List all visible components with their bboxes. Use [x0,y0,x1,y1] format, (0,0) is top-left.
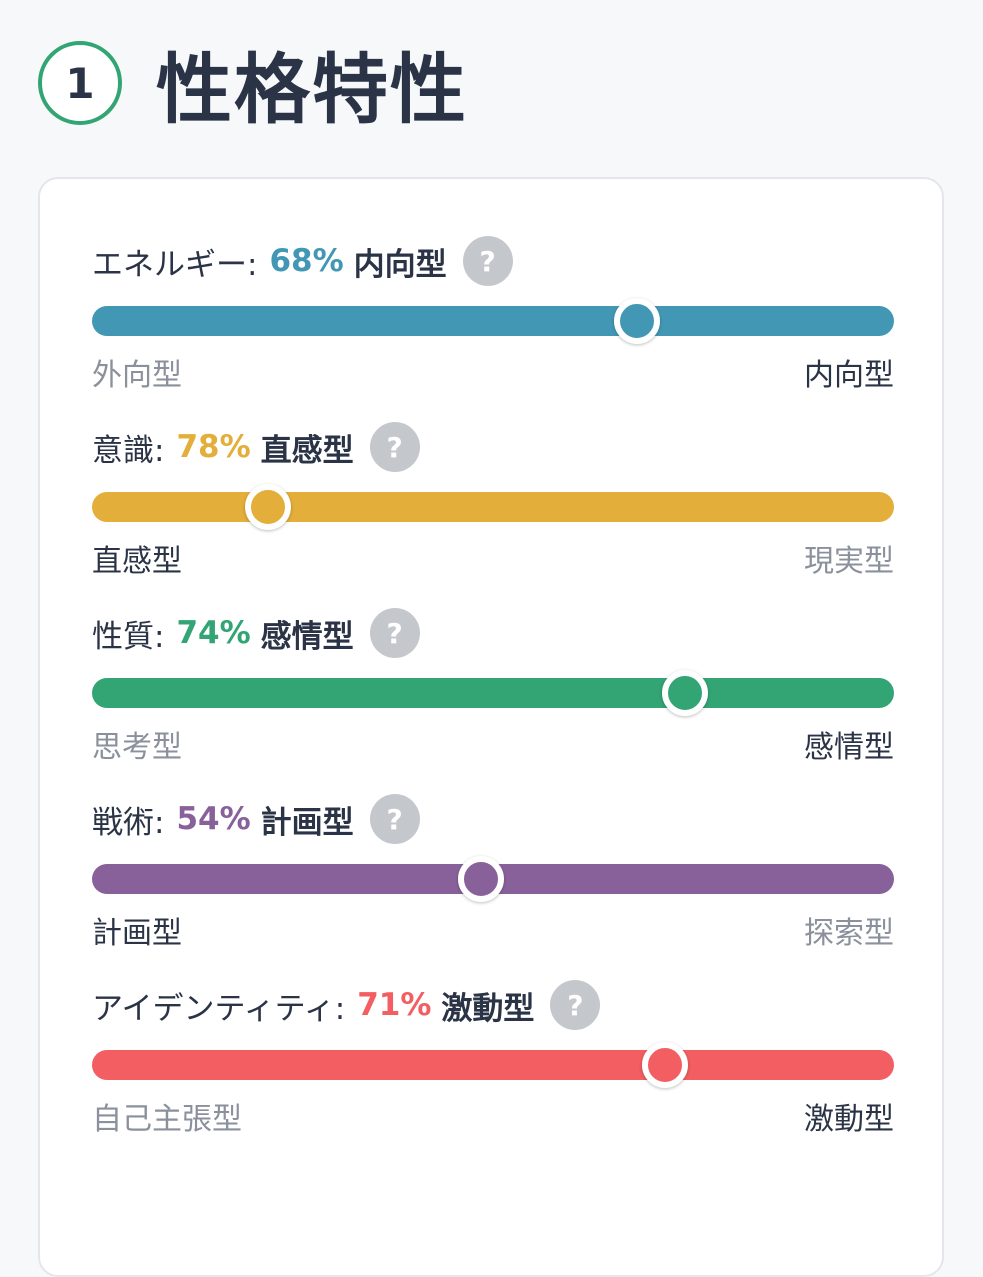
left-label: 自己主張型 [92,1102,242,1137]
section-header: 1 性格特性 [38,38,468,134]
left-label: 思考型 [92,730,182,765]
trait-nature: 性質: 74% 感情型 ? 思考型 感情型 [92,606,894,766]
trait-knob [457,856,504,902]
right-label: 感情型 [804,730,894,765]
trait-percent: 71% [357,987,432,1023]
trait-bar [92,1042,894,1088]
trait-percent: 54% [176,801,251,837]
trait-type: 計画型 [260,804,354,841]
trait-name: 性質: [92,618,165,655]
trait-percent: 74% [176,615,251,651]
trait-name: エネルギー: [92,246,258,283]
trait-type: 感情型 [260,618,354,655]
trait-type: 直感型 [260,432,354,469]
trait-bar [92,670,894,716]
trait-bar [92,856,894,902]
page-title: 性格特性 [156,45,468,134]
right-label: 探索型 [804,916,894,951]
right-label: 現実型 [804,544,894,579]
trait-name: アイデンティティ: [92,990,346,1027]
trait-energy: エネルギー: 68% 内向型 ? 外向型 内向型 [92,234,894,394]
trait-knob [614,298,661,344]
trait-knob [642,1042,689,1088]
left-label: 直感型 [92,544,182,579]
help-icon[interactable]: ? [550,980,601,1030]
trait-name: 意識: [92,432,165,469]
right-label: 激動型 [804,1102,894,1137]
trait-tactics: 戦術: 54% 計画型 ? 計画型 探索型 [92,792,894,952]
help-icon[interactable]: ? [369,608,420,658]
trait-knob [245,484,292,530]
trait-identity: アイデンティティ: 71% 激動型 ? 自己主張型 激動型 [92,978,894,1138]
trait-bar [92,484,894,530]
help-icon[interactable]: ? [369,422,420,472]
right-label: 内向型 [804,358,894,393]
trait-knob [662,670,709,716]
trait-type: 内向型 [353,246,447,283]
trait-mind: 意識: 78% 直感型 ? 直感型 現実型 [92,420,894,580]
left-label: 外向型 [92,358,182,393]
trait-bar [92,298,894,344]
left-label: 計画型 [92,916,182,951]
trait-name: 戦術: [92,804,165,841]
trait-percent: 78% [176,429,251,465]
help-icon[interactable]: ? [369,794,420,844]
traits-card: エネルギー: 68% 内向型 ? 外向型 内向型 意識: 78% 直感型 ? 直… [38,177,944,1277]
help-icon[interactable]: ? [462,236,513,286]
trait-type: 激動型 [441,990,535,1027]
trait-percent: 68% [269,243,344,279]
step-number-badge: 1 [38,41,122,125]
